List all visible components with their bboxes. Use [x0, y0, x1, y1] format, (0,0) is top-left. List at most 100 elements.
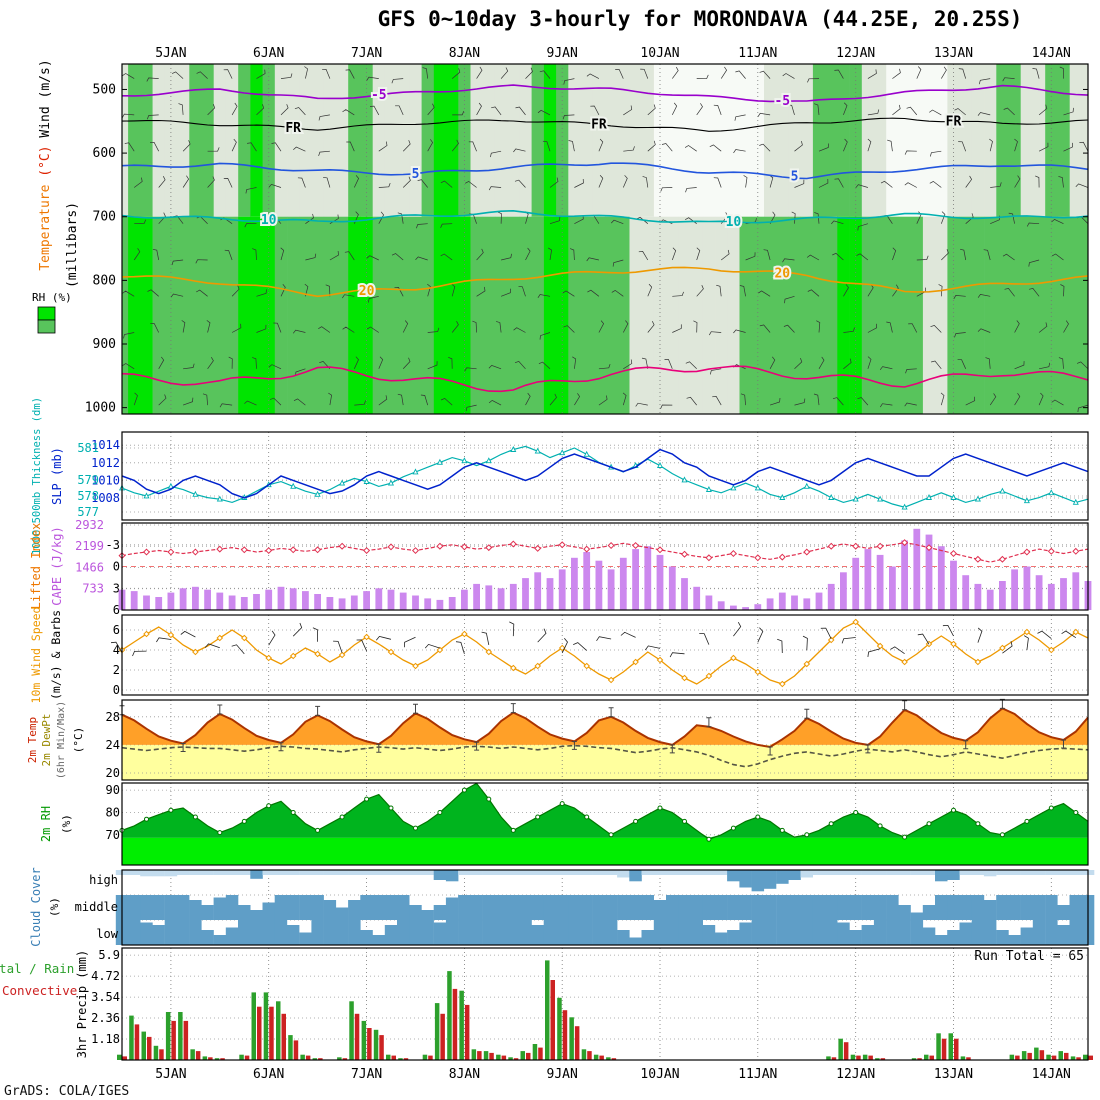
- svg-text:6: 6: [113, 603, 120, 617]
- svg-text:(%): (%): [60, 814, 73, 834]
- svg-text:90: 90: [106, 783, 120, 797]
- svg-text:4.72: 4.72: [91, 969, 120, 983]
- page-title: GFS 0~10day 3-hourly for MORONDAVA (44.2…: [378, 7, 1023, 31]
- svg-text:0: 0: [113, 683, 120, 697]
- svg-text:FR: FR: [285, 121, 301, 136]
- svg-text:577: 577: [77, 505, 99, 519]
- svg-text:800: 800: [93, 273, 116, 288]
- lifted-index-line: [121, 541, 1089, 563]
- svg-text:7JAN: 7JAN: [351, 46, 382, 61]
- svg-text:2199: 2199: [75, 539, 104, 553]
- svg-text:900: 900: [93, 337, 116, 352]
- svg-text:SLP (mb): SLP (mb): [50, 447, 64, 505]
- svg-text:5: 5: [412, 167, 420, 182]
- svg-text:80: 80: [106, 806, 120, 820]
- svg-text:1.18: 1.18: [91, 1032, 120, 1046]
- svg-text:5.9: 5.9: [98, 948, 120, 962]
- svg-text:700: 700: [93, 210, 116, 225]
- contour-temp-minus5: [122, 84, 1088, 103]
- svg-text:12JAN: 12JAN: [836, 46, 875, 61]
- panel-2m-temp-dewpt: 28 24 20 2m Temp 2m DewPt (6hr Min/Max) (°C): [26, 698, 1089, 781]
- slp-line: [121, 448, 1089, 499]
- svg-text:13JAN: 13JAN: [934, 1067, 973, 1082]
- panel-slp-thickness: 1014 1012 1010 1008 581 579 578 577 1000-500mb T…: [31, 397, 1089, 555]
- svg-text:2m Temp: 2m Temp: [26, 717, 39, 763]
- svg-text:20: 20: [774, 267, 790, 282]
- svg-text:1010: 1010: [91, 473, 120, 487]
- svg-text:RH (%): RH (%): [32, 291, 72, 304]
- panel-precip: 5.9 4.72 3.54 2.36 1.18 Total / Rain Convectiv…: [0, 947, 1093, 1061]
- svg-text:13JAN: 13JAN: [934, 46, 973, 61]
- svg-text:-5: -5: [371, 88, 387, 103]
- svg-text:14JAN: 14JAN: [1032, 46, 1071, 61]
- svg-text:2932: 2932: [75, 518, 104, 532]
- svg-text:FR: FR: [591, 118, 607, 133]
- svg-text:10JAN: 10JAN: [640, 1067, 679, 1082]
- svg-text:3hr Precip (mm): 3hr Precip (mm): [75, 950, 89, 1058]
- svg-text:6JAN: 6JAN: [253, 46, 284, 61]
- wind-speed-line: [121, 621, 1089, 685]
- legend-total-rain: Total / Rain: [0, 961, 74, 976]
- svg-text:-5: -5: [774, 94, 790, 109]
- svg-text:1014: 1014: [91, 438, 120, 452]
- svg-text:7JAN: 7JAN: [351, 1067, 382, 1082]
- svg-text:10m Wind Speed: 10m Wind Speed: [29, 607, 43, 704]
- svg-text:581: 581: [77, 441, 99, 455]
- svg-text:2: 2: [113, 663, 120, 677]
- svg-text:(°C): (°C): [72, 727, 85, 754]
- rh-legend-bright: [37, 306, 56, 321]
- svg-text:-3: -3: [106, 538, 120, 552]
- rh-area: [122, 783, 1088, 838]
- svg-text:2m DewPt: 2m DewPt: [40, 714, 53, 767]
- contour-temp-20: [122, 266, 1088, 298]
- svg-text:10JAN: 10JAN: [640, 46, 679, 61]
- svg-text:11JAN: 11JAN: [738, 46, 777, 61]
- svg-text:low: low: [96, 927, 118, 941]
- rh-base-band: [122, 837, 1088, 865]
- svg-text:8JAN: 8JAN: [449, 46, 480, 61]
- dewpoint-line: [121, 744, 1089, 768]
- contour-temp-10: [122, 209, 1088, 224]
- svg-text:CAPE (J/kg): CAPE (J/kg): [50, 526, 64, 605]
- svg-text:(m/s) & Barbs: (m/s) & Barbs: [49, 610, 63, 700]
- svg-text:1466: 1466: [75, 561, 104, 575]
- temp-line: [121, 707, 1089, 749]
- svg-text:4: 4: [113, 643, 120, 657]
- svg-text:6JAN: 6JAN: [253, 1067, 284, 1082]
- temp-area: [122, 708, 1088, 745]
- time-axis-labels: 5JAN 5JAN 6JAN 6JAN 7JAN 7JAN 8JAN 8JAN 9JAN 9JAN…: [155, 46, 1071, 1082]
- svg-text:500: 500: [93, 83, 116, 98]
- svg-text:579: 579: [77, 473, 99, 487]
- svg-text:6: 6: [113, 623, 120, 637]
- svg-text:3.54: 3.54: [91, 990, 120, 1004]
- panel-cloud-cover: high middle low Cloud Cover (%): [29, 867, 1095, 947]
- svg-text:28: 28: [106, 710, 120, 724]
- svg-text:10: 10: [726, 215, 742, 230]
- svg-text:24: 24: [106, 738, 120, 752]
- svg-text:1000: 1000: [85, 401, 116, 416]
- run-total-label: Run Total = 65: [974, 949, 1084, 964]
- svg-text:Cloud Cover: Cloud Cover: [29, 867, 43, 946]
- svg-text:12JAN: 12JAN: [836, 1067, 875, 1082]
- svg-text:(millibars): (millibars): [65, 202, 80, 288]
- svg-text:70: 70: [106, 828, 120, 842]
- svg-text:2.36: 2.36: [91, 1011, 120, 1025]
- svg-text:600: 600: [93, 146, 116, 161]
- svg-text:10: 10: [261, 213, 277, 228]
- surface-wind-barbs: [110, 621, 1077, 658]
- svg-text:(6hr Min/Max): (6hr Min/Max): [56, 701, 67, 779]
- panel-2m-rh: 90 80 70 2m RH (%): [39, 782, 1089, 866]
- svg-text:578: 578: [77, 489, 99, 503]
- panel-10m-wind: 6 4 2 0 10m Wind Speed (m/s) & Barbs: [29, 607, 1089, 704]
- svg-text:FR: FR: [946, 114, 962, 129]
- svg-text:1008: 1008: [91, 491, 120, 505]
- svg-text:5JAN: 5JAN: [155, 46, 186, 61]
- svg-text:middle: middle: [75, 900, 118, 914]
- svg-text:20: 20: [106, 766, 120, 780]
- contour-temp-5: [122, 162, 1088, 180]
- svg-text:5JAN: 5JAN: [155, 1067, 186, 1082]
- svg-text:3: 3: [113, 581, 120, 595]
- svg-text:Lifted Index: Lifted Index: [29, 523, 43, 610]
- svg-text:high: high: [89, 873, 118, 887]
- svg-text:5: 5: [791, 170, 799, 185]
